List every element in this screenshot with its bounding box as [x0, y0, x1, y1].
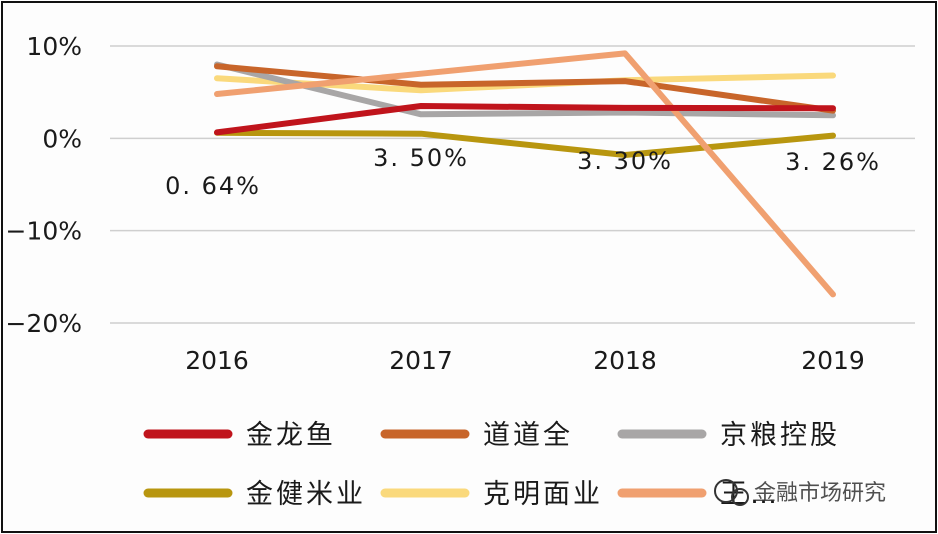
- y-tick-label: −10%: [5, 217, 82, 246]
- series-line-3: [214, 129, 836, 158]
- series-line-5: [214, 50, 836, 298]
- legend-label: 金龙鱼: [246, 420, 336, 451]
- x-tick-label: 2017: [389, 346, 453, 375]
- watermark-text: 金融市场研究: [754, 481, 886, 506]
- y-axis-ticks: 10% 0% −10% −20%: [5, 32, 82, 338]
- data-label: 0. 64%: [165, 172, 261, 200]
- series-lines: [214, 50, 836, 298]
- series-line-1: [214, 63, 836, 114]
- x-axis-ticks: 2016 2017 2018 2019: [185, 346, 865, 375]
- y-tick-label: 0%: [42, 124, 82, 153]
- legend-label: 克明面业: [483, 479, 603, 510]
- y-tick-label: 10%: [26, 32, 82, 61]
- watermark: 金融市场研究: [714, 479, 886, 506]
- data-label: 3. 30%: [577, 147, 673, 175]
- wechat-icon-bubble: [731, 488, 749, 506]
- data-label: 3. 50%: [373, 144, 469, 172]
- series-line-2: [214, 61, 836, 119]
- series-line-0: [214, 103, 836, 136]
- y-tick-label: −20%: [5, 309, 82, 338]
- legend-label: 京粮控股: [720, 420, 840, 451]
- data-label: 3. 26%: [785, 148, 881, 176]
- x-tick-label: 2016: [185, 346, 249, 375]
- data-labels: 0. 64% 3. 50% 3. 30% 3. 26%: [165, 144, 881, 200]
- legend-label: 道道全: [483, 420, 573, 451]
- x-tick-label: 2018: [593, 346, 657, 375]
- wechat-icon: [714, 479, 738, 503]
- legend-label: 金健米业: [246, 479, 366, 510]
- x-tick-label: 2019: [801, 346, 865, 375]
